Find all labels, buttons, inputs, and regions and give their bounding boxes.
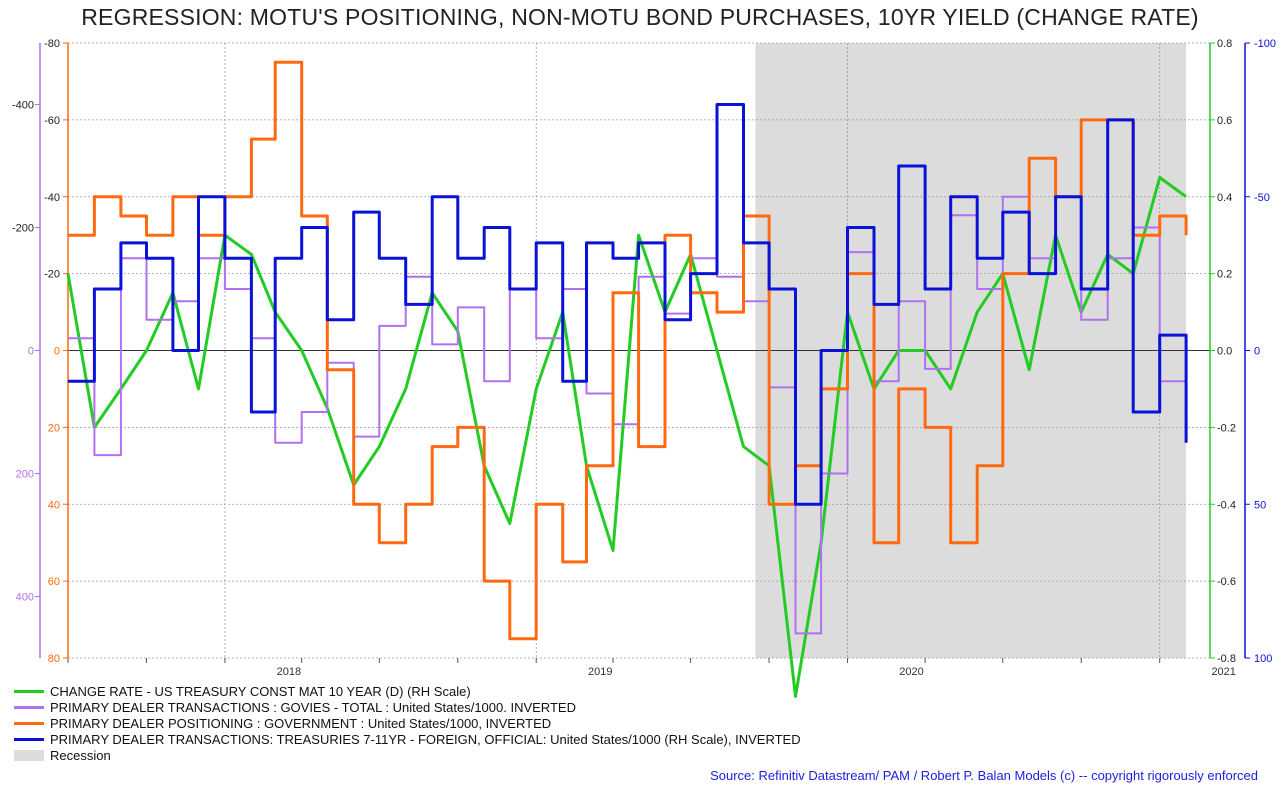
legend-label: CHANGE RATE - US TREASURY CONST MAT 10 Y… — [50, 683, 471, 699]
legend-item-recession: Recession — [14, 747, 801, 763]
chart-title: REGRESSION: MOTU'S POSITIONING, NON-MOTU… — [81, 4, 1199, 30]
legend-swatch-orange — [14, 721, 44, 725]
legend-swatch-purple — [14, 705, 44, 709]
series-line-3 — [68, 103, 1188, 506]
blue_right-tick-label: 0 — [1254, 346, 1260, 358]
orange_left-tick-label: 60 — [48, 576, 60, 588]
orange_left-tick-label: 20 — [48, 422, 60, 434]
green_right-tick-label: 0.8 — [1217, 38, 1232, 50]
purple_left-tick-label: -200 — [12, 223, 34, 235]
blue_right-tick-label: -50 — [1254, 192, 1270, 204]
green_right-tick-label: -0.6 — [1217, 576, 1236, 588]
purple_left-tick-label: -400 — [12, 100, 34, 112]
legend-swatch-blue — [14, 737, 44, 741]
orange_left-tick-label: -80 — [44, 38, 60, 50]
orange_left-tick-label: -60 — [44, 115, 60, 127]
legend-swatch-green — [14, 689, 44, 693]
legend-swatch-recession — [14, 749, 44, 761]
x-tick-label: 2018 — [277, 666, 301, 678]
green_right-tick-label: 0.6 — [1217, 115, 1232, 127]
blue_right-tick-label: 100 — [1254, 653, 1272, 665]
green_right-tick-label: -0.2 — [1217, 422, 1236, 434]
legend-item-orange: PRIMARY DEALER POSITIONING : GOVERNMENT … — [14, 715, 801, 731]
series-line-2 — [68, 60, 1188, 641]
legend: CHANGE RATE - US TREASURY CONST MAT 10 Y… — [14, 683, 801, 763]
orange_left-tick-label: 80 — [48, 653, 60, 665]
legend-item-green: CHANGE RATE - US TREASURY CONST MAT 10 Y… — [14, 683, 801, 699]
legend-label: PRIMARY DEALER TRANSACTIONS : GOVIES - T… — [50, 699, 576, 715]
legend-item-blue: PRIMARY DEALER TRANSACTIONS: TREASURIES … — [14, 731, 801, 747]
series-line-0 — [66, 176, 1187, 698]
axes-layer: 2018 2019 2020 2021-400-2000200400-80-60-40… — [12, 38, 1276, 678]
orange_left-tick-label: 40 — [48, 499, 60, 511]
green_right-tick-label: 0.2 — [1217, 269, 1232, 281]
green_right-tick-label: -0.4 — [1217, 499, 1236, 511]
orange_left-tick-label: 0 — [54, 346, 60, 358]
x-tick-label: 2019 — [588, 666, 612, 678]
x-tick-label: 2020 — [899, 666, 923, 678]
purple_left-tick-label: 400 — [16, 592, 34, 604]
series-layer — [66, 60, 1188, 698]
purple_left-tick-label: 0 — [28, 346, 34, 358]
legend-label: PRIMARY DEALER POSITIONING : GOVERNMENT … — [50, 715, 552, 731]
green_right-tick-label: 0.4 — [1217, 192, 1232, 204]
orange_left-tick-label: -40 — [44, 192, 60, 204]
blue_right-tick-label: -100 — [1254, 38, 1276, 50]
purple_left-tick-label: 200 — [16, 469, 34, 481]
orange_left-tick-label: -20 — [44, 269, 60, 281]
legend-label: Recession — [50, 747, 111, 763]
green_right-tick-label: -0.8 — [1217, 653, 1236, 665]
legend-item-purple: PRIMARY DEALER TRANSACTIONS : GOVIES - T… — [14, 699, 801, 715]
source-note: Source: Refinitiv Datastream/ PAM / Robe… — [710, 768, 1258, 783]
legend-label: PRIMARY DEALER TRANSACTIONS: TREASURIES … — [50, 731, 801, 747]
blue_right-tick-label: 50 — [1254, 499, 1266, 511]
green_right-tick-label: 0.0 — [1217, 346, 1232, 358]
x-tick-label: 2021 — [1211, 666, 1235, 678]
